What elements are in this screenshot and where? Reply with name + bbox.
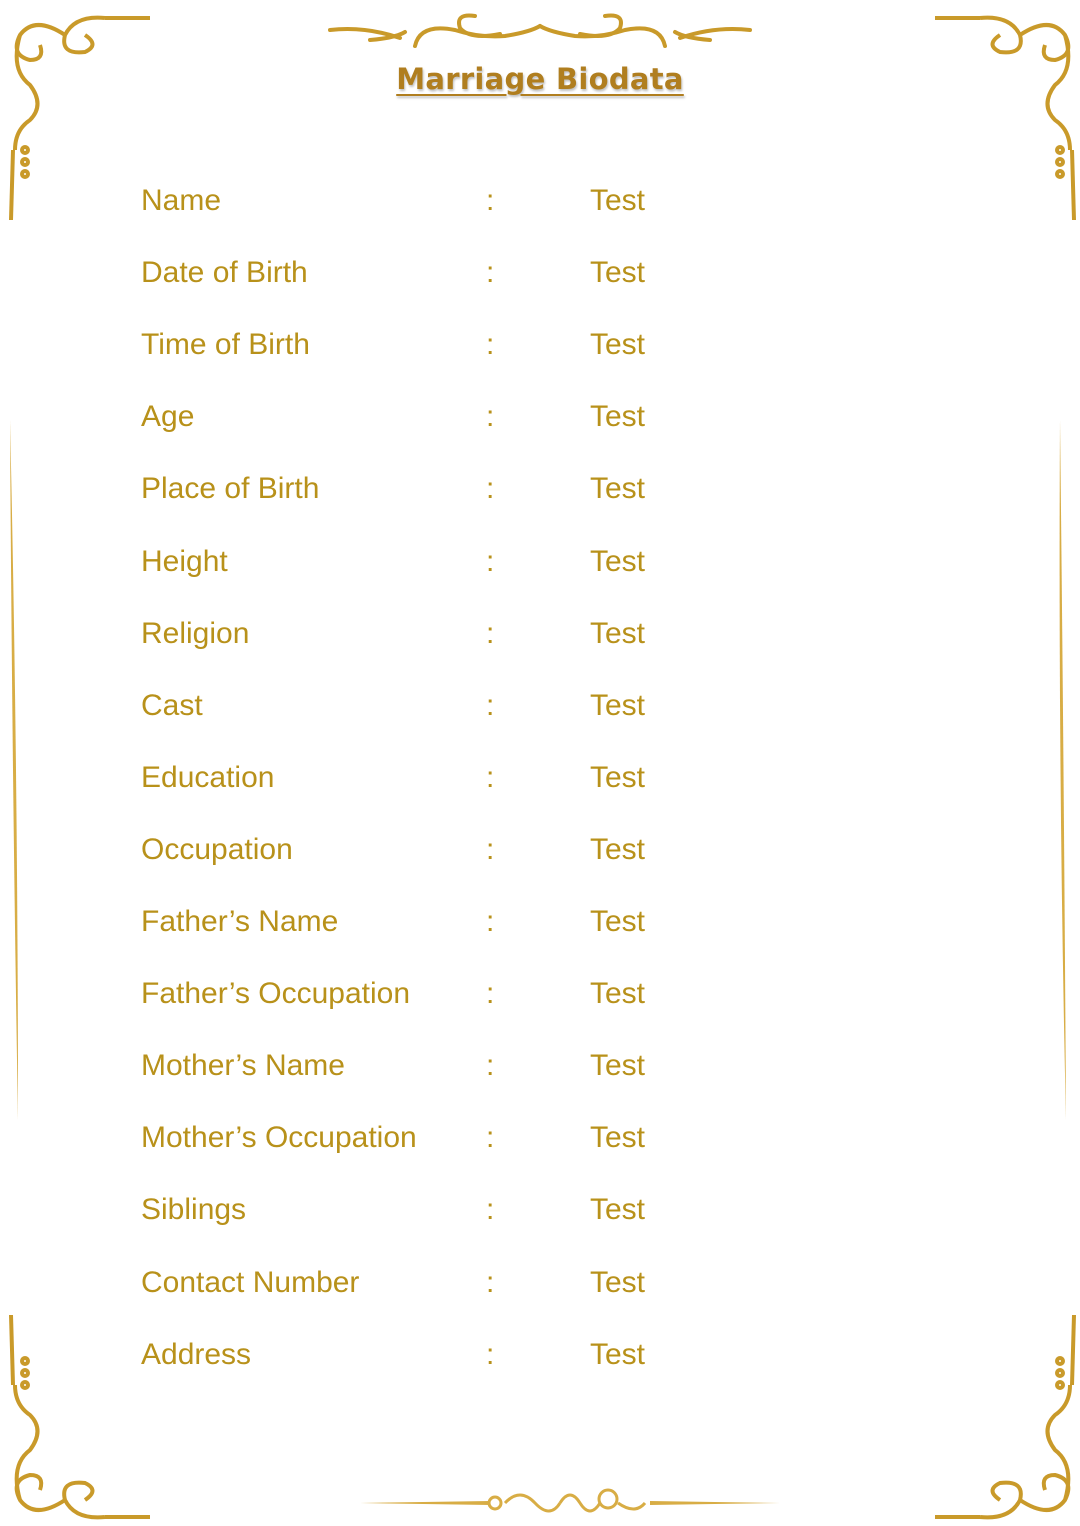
- field-label: Education: [141, 760, 275, 794]
- field-row: Age: Test: [0, 397, 1080, 437]
- field-separator: :: [486, 977, 495, 1011]
- field-value: Test: [590, 400, 646, 434]
- field-separator: :: [486, 905, 495, 938]
- field-value: Test: [590, 256, 646, 290]
- field-separator: :: [486, 544, 495, 578]
- field-separator: :: [486, 1265, 495, 1299]
- corner-ornament-bottom-right: [935, 1314, 1076, 1520]
- field-row: Time of Birth: Test: [0, 325, 1080, 365]
- field-separator: :: [486, 1121, 495, 1155]
- field-value: Test: [590, 905, 646, 938]
- field-value: Test: [590, 760, 646, 794]
- field-separator: :: [486, 1049, 495, 1083]
- field-value: Test: [590, 1121, 646, 1155]
- field-label: Time of Birth: [141, 328, 310, 362]
- corner-ornament-top-left: [9, 15, 150, 221]
- field-value: Test: [590, 977, 646, 1011]
- field-value: Test: [590, 688, 646, 722]
- field-row: Father’s Occupation: Test: [0, 974, 1080, 1014]
- field-value: Test: [590, 616, 646, 650]
- corner-ornament-bottom-left: [9, 1314, 150, 1520]
- field-separator: :: [486, 184, 495, 217]
- field-value: Test: [590, 1193, 646, 1227]
- left-border-line: [10, 420, 18, 1120]
- field-label: Address: [141, 1337, 252, 1371]
- field-row: Place of Birth: Test: [0, 469, 1080, 509]
- field-value: Test: [590, 328, 646, 362]
- bottom-ornament: [360, 1488, 780, 1513]
- field-label: Occupation: [141, 832, 293, 866]
- corner-ornament-top-right: [935, 15, 1076, 221]
- field-row: Cast: Test: [0, 686, 1080, 726]
- top-ornament: [328, 13, 752, 48]
- field-label: Height: [141, 544, 228, 578]
- field-label: Age: [141, 400, 195, 434]
- field-label: Religion: [141, 616, 250, 650]
- field-separator: :: [486, 760, 495, 794]
- field-value: Test: [590, 1337, 646, 1371]
- field-row: Date of Birth: Test: [0, 253, 1080, 293]
- field-label: Place of Birth: [141, 472, 320, 506]
- field-label: Contact Number: [141, 1265, 360, 1299]
- field-label: Father’s Occupation: [141, 977, 411, 1011]
- field-label: Cast: [141, 688, 203, 722]
- field-value: Test: [590, 472, 646, 506]
- field-label: Date of Birth: [141, 256, 308, 290]
- field-label: Name: [141, 184, 222, 217]
- page-title: Marriage Biodata: [396, 62, 684, 96]
- field-row: Religion: Test: [0, 614, 1080, 654]
- field-separator: :: [486, 328, 495, 362]
- field-separator: :: [486, 472, 495, 506]
- field-label: Mother’s Name: [141, 1049, 345, 1083]
- field-separator: :: [486, 400, 495, 434]
- field-row: Education: Test: [0, 758, 1080, 798]
- field-row: Father’s Name: Test: [0, 902, 1080, 942]
- field-row: Contact Number: Test: [0, 1263, 1080, 1303]
- field-row: Address: Test: [0, 1335, 1080, 1375]
- field-separator: :: [486, 616, 495, 650]
- field-separator: :: [486, 688, 495, 722]
- field-value: Test: [590, 184, 646, 217]
- field-value: Test: [590, 832, 646, 866]
- field-row: Mother’s Occupation: Test: [0, 1118, 1080, 1158]
- field-label: Siblings: [141, 1193, 247, 1227]
- field-row: Occupation: Test: [0, 830, 1080, 870]
- field-value: Test: [590, 1265, 646, 1299]
- field-value: Test: [590, 1049, 646, 1083]
- right-border-line: [1059, 420, 1066, 1120]
- field-separator: :: [486, 1337, 495, 1371]
- field-value: Test: [590, 544, 646, 578]
- field-separator: :: [486, 832, 495, 866]
- field-row: Height: Test: [0, 542, 1080, 582]
- field-row: Mother’s Name: Test: [0, 1046, 1080, 1086]
- field-separator: :: [486, 256, 495, 290]
- field-label: Father’s Name: [141, 905, 339, 938]
- field-row: Siblings: Test: [0, 1190, 1080, 1230]
- field-row: Name: Test: [0, 181, 1080, 221]
- field-label: Mother’s Occupation: [141, 1121, 417, 1155]
- field-separator: :: [486, 1193, 495, 1227]
